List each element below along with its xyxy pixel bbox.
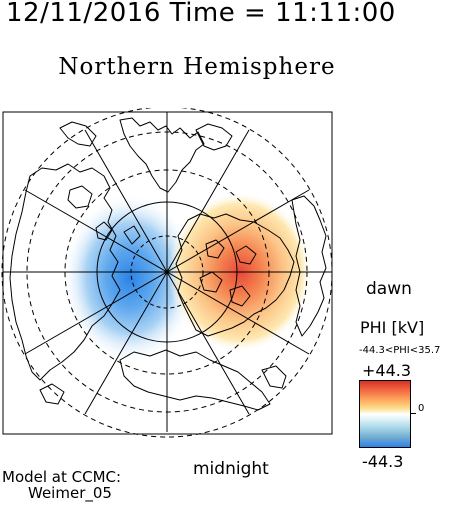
coastlines (9, 117, 327, 411)
colorbar-zero-tick (410, 413, 416, 414)
colorbar-max-label: +44.3 (362, 361, 412, 380)
polar-map (1, 108, 333, 438)
coast-baffin-north (59, 121, 97, 147)
colorbar-zero-label: 0 (418, 403, 425, 414)
label-dawn: dawn (366, 279, 412, 299)
coast-north-america (9, 163, 121, 381)
header-timestamp: 12/11/2016 Time = 11:11:00 (6, 0, 396, 28)
coast-europe (291, 195, 327, 337)
colorbar-min-label: -44.3 (362, 452, 404, 471)
coast-alaska (119, 349, 271, 411)
model-credit-line1: Model at CCMC: (2, 468, 122, 486)
plot-title: Northern Hemisphere (58, 54, 336, 80)
coast-greenland (119, 117, 205, 193)
coast-siberia (175, 213, 295, 337)
meridian-grid (3, 112, 332, 432)
colorbar (359, 380, 411, 448)
colorbar-range: -44.3<PHI<35.7 (359, 345, 441, 356)
coast-svalbard (195, 123, 233, 151)
negative-potential-cell (62, 193, 198, 363)
label-midnight: midnight (193, 459, 269, 479)
coast-hudson-island (67, 185, 93, 209)
model-credit-line2: Weimer_05 (28, 484, 112, 502)
colorbar-title: PHI [kV] (360, 318, 425, 337)
